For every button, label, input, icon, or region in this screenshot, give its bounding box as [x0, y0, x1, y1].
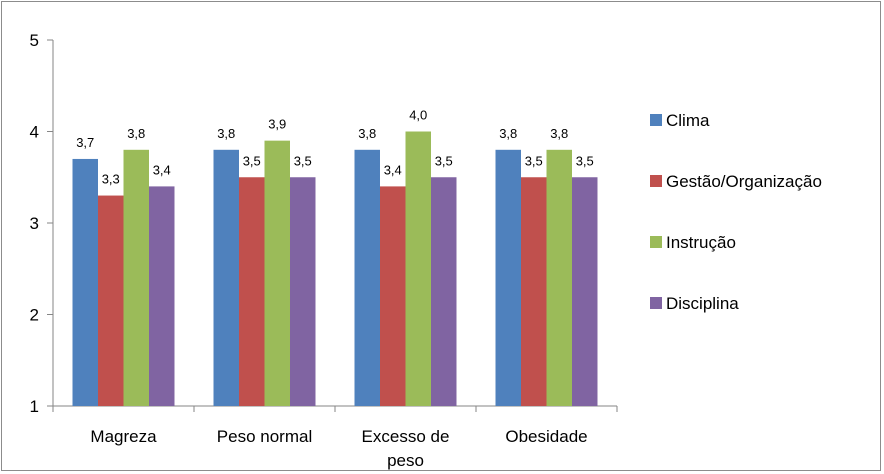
legend-label: Gestão/Organização [666, 172, 822, 191]
y-tick-label: 2 [30, 306, 39, 325]
bar [380, 186, 406, 406]
data-label: 3,8 [358, 126, 376, 141]
data-label: 3,5 [435, 153, 453, 168]
y-tick-label: 5 [30, 31, 39, 50]
legend-swatch [650, 236, 662, 248]
x-tick-label: Magreza [90, 427, 157, 446]
y-tick-label: 4 [30, 123, 39, 142]
bar [239, 177, 265, 406]
bar [98, 195, 124, 406]
data-label: 3,4 [384, 162, 402, 177]
bar [572, 177, 598, 406]
data-label: 3,5 [294, 153, 312, 168]
data-label: 3,5 [243, 153, 261, 168]
bar [521, 177, 547, 406]
bar [495, 149, 521, 407]
legend-swatch [650, 297, 662, 309]
data-label: 3,8 [499, 126, 517, 141]
x-tick-label: Peso normal [217, 427, 312, 446]
data-label: 3,8 [217, 126, 235, 141]
bar [290, 177, 316, 406]
bar [149, 186, 175, 406]
data-label: 3,3 [102, 172, 120, 187]
legend-swatch [650, 175, 662, 187]
data-label: 3,5 [525, 153, 543, 168]
bar [546, 149, 572, 407]
y-tick-label: 3 [30, 214, 39, 233]
bar [354, 149, 380, 407]
data-label: 3,7 [76, 135, 94, 150]
bar [123, 149, 149, 407]
data-label: 3,8 [550, 126, 568, 141]
bar [264, 140, 290, 406]
data-label: 3,9 [268, 117, 286, 132]
bar [405, 131, 431, 406]
data-label: 3,5 [576, 153, 594, 168]
data-label: 3,8 [127, 126, 145, 141]
bar [431, 177, 457, 406]
legend-label: Clima [666, 111, 710, 130]
y-tick-label: 1 [30, 397, 39, 416]
legend-label: Instrução [666, 233, 736, 252]
data-label: 4,0 [409, 108, 427, 123]
bar [213, 149, 239, 407]
bar [72, 158, 98, 406]
x-tick-label: Obesidade [505, 427, 587, 446]
data-label: 3,4 [153, 162, 171, 177]
x-tick-label: peso [387, 451, 424, 470]
x-tick-label: Excesso de [362, 427, 450, 446]
legend-label: Disciplina [666, 294, 739, 313]
legend-swatch [650, 114, 662, 126]
